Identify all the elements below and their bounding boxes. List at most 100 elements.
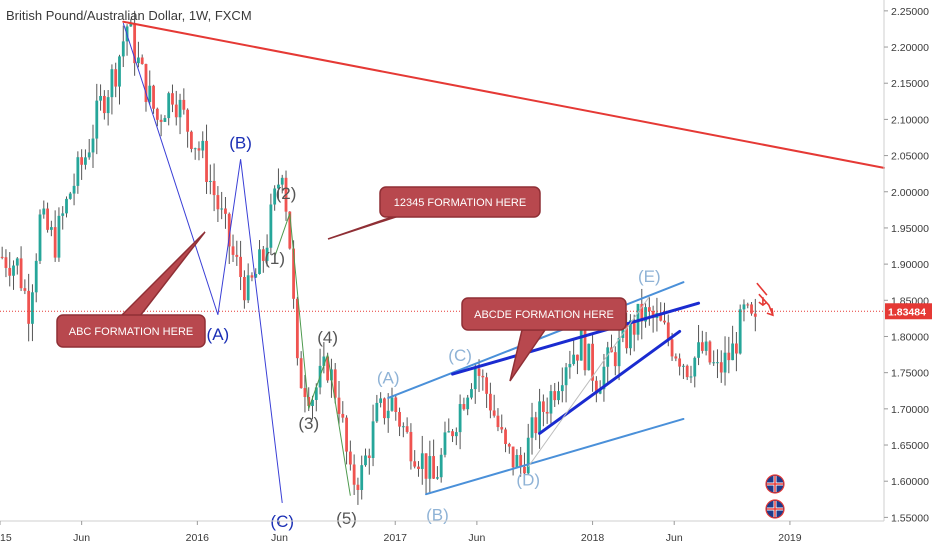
candle-body xyxy=(95,100,99,139)
candle-body xyxy=(280,177,284,185)
candle-body xyxy=(424,453,428,479)
candle-body xyxy=(277,184,280,189)
price-axis[interactable]: 2.25000 2.20000 2.15000 2.10000 2.05000 2.000… xyxy=(884,6,932,525)
candle-body xyxy=(322,356,326,366)
candle-body xyxy=(364,455,367,466)
candle-body xyxy=(371,421,375,458)
candle-body xyxy=(242,276,246,301)
candle-body xyxy=(644,307,647,322)
callout-12345[interactable]: 12345 FORMATION HERE xyxy=(327,186,541,240)
candle-body xyxy=(530,417,534,438)
current-price-tag[interactable] xyxy=(885,303,932,320)
candle-body xyxy=(632,320,636,335)
candle-body xyxy=(65,198,68,214)
candle-body xyxy=(700,342,704,351)
candle-body xyxy=(693,357,697,377)
candle-body xyxy=(651,311,655,318)
candle-body xyxy=(606,347,610,367)
candle-body xyxy=(137,57,140,64)
candle-body xyxy=(261,249,265,261)
candle-body xyxy=(473,368,477,390)
candle-body xyxy=(594,380,598,394)
callout-abcde[interactable]: ABCDE FORMATION HERE xyxy=(461,297,627,382)
candle-body xyxy=(647,307,651,312)
candle-body xyxy=(477,368,481,376)
candle-body xyxy=(409,431,413,462)
candle-body xyxy=(61,213,65,216)
candle-body xyxy=(186,109,190,132)
time-axis[interactable]: 2015 Jun 2016 Jun 2017 Jun 2018 Jun 2019 xyxy=(0,521,802,544)
candle-body xyxy=(386,410,390,419)
candle-body xyxy=(398,411,401,427)
wave-label-wave-4: (4) xyxy=(317,328,338,347)
candle-body xyxy=(303,388,307,398)
abc-zigzag-line[interactable] xyxy=(122,23,283,503)
gbp-flag-icon[interactable] xyxy=(765,474,785,494)
y-tick-label: 1.60000 xyxy=(891,476,929,488)
candle-body xyxy=(579,330,583,361)
x-tick-label: 2016 xyxy=(186,532,210,544)
candle-body xyxy=(208,180,212,182)
candle-body xyxy=(405,426,409,432)
candle-body xyxy=(379,398,383,403)
candles-layer xyxy=(0,10,757,505)
triangle-lower-line[interactable] xyxy=(538,329,682,435)
candle-body xyxy=(587,343,591,371)
y-tick-label: 2.10000 xyxy=(891,114,929,126)
triangle-upper-line[interactable] xyxy=(451,301,701,376)
candle-body xyxy=(34,260,38,293)
candle-body xyxy=(504,429,507,445)
candle-body xyxy=(383,398,386,419)
candle-body xyxy=(15,258,19,266)
candle-body xyxy=(76,157,80,186)
callout-abc[interactable]: ABC FORMATION HERE xyxy=(56,231,206,348)
candle-body xyxy=(549,391,553,414)
candle-body xyxy=(53,227,57,258)
candle-body xyxy=(341,413,345,418)
candle-body xyxy=(723,352,727,373)
chart-title: British Pound/Australian Dollar, 1W, FXC… xyxy=(6,8,252,23)
red-arrow-icon[interactable] xyxy=(756,282,774,317)
candle-body xyxy=(345,417,348,452)
candle-body xyxy=(488,393,492,411)
candle-body xyxy=(144,64,148,102)
abcde-channel-lower[interactable] xyxy=(425,417,685,496)
candle-body xyxy=(678,358,682,367)
wave-label-wave-2: (2) xyxy=(276,184,297,203)
downtrend-line[interactable] xyxy=(122,20,885,169)
candle-body xyxy=(750,304,753,314)
candle-body xyxy=(106,97,110,114)
aud-flag-icon[interactable] xyxy=(765,499,785,519)
candle-body xyxy=(258,249,261,274)
wave-12345-line[interactable] xyxy=(274,213,351,496)
abcde-connector-line[interactable] xyxy=(527,296,650,468)
candle-body xyxy=(663,320,666,323)
candle-body xyxy=(99,95,102,101)
candle-body xyxy=(235,254,239,257)
wave-label-abc-a: (A) xyxy=(207,325,230,344)
wave-label-abcde-b: (B) xyxy=(426,505,449,524)
candle-body xyxy=(515,454,519,468)
candle-body xyxy=(299,358,303,389)
candle-body xyxy=(23,288,27,291)
candle-body xyxy=(4,257,8,268)
candle-body xyxy=(367,455,371,458)
x-tick-label: 2019 xyxy=(778,532,802,544)
candle-body xyxy=(337,397,341,414)
candle-body xyxy=(265,247,269,261)
candle-body xyxy=(307,397,311,406)
candle-body xyxy=(538,401,541,434)
candle-body xyxy=(417,466,420,469)
candle-body xyxy=(394,397,398,412)
candle-body xyxy=(352,464,356,485)
candle-body xyxy=(481,375,485,378)
candle-body xyxy=(224,208,227,214)
candle-body xyxy=(560,385,564,392)
candle-body xyxy=(621,324,625,338)
candle-body xyxy=(314,387,318,400)
candle-body xyxy=(583,330,587,371)
candle-body xyxy=(466,397,470,410)
candle-body xyxy=(541,401,545,412)
